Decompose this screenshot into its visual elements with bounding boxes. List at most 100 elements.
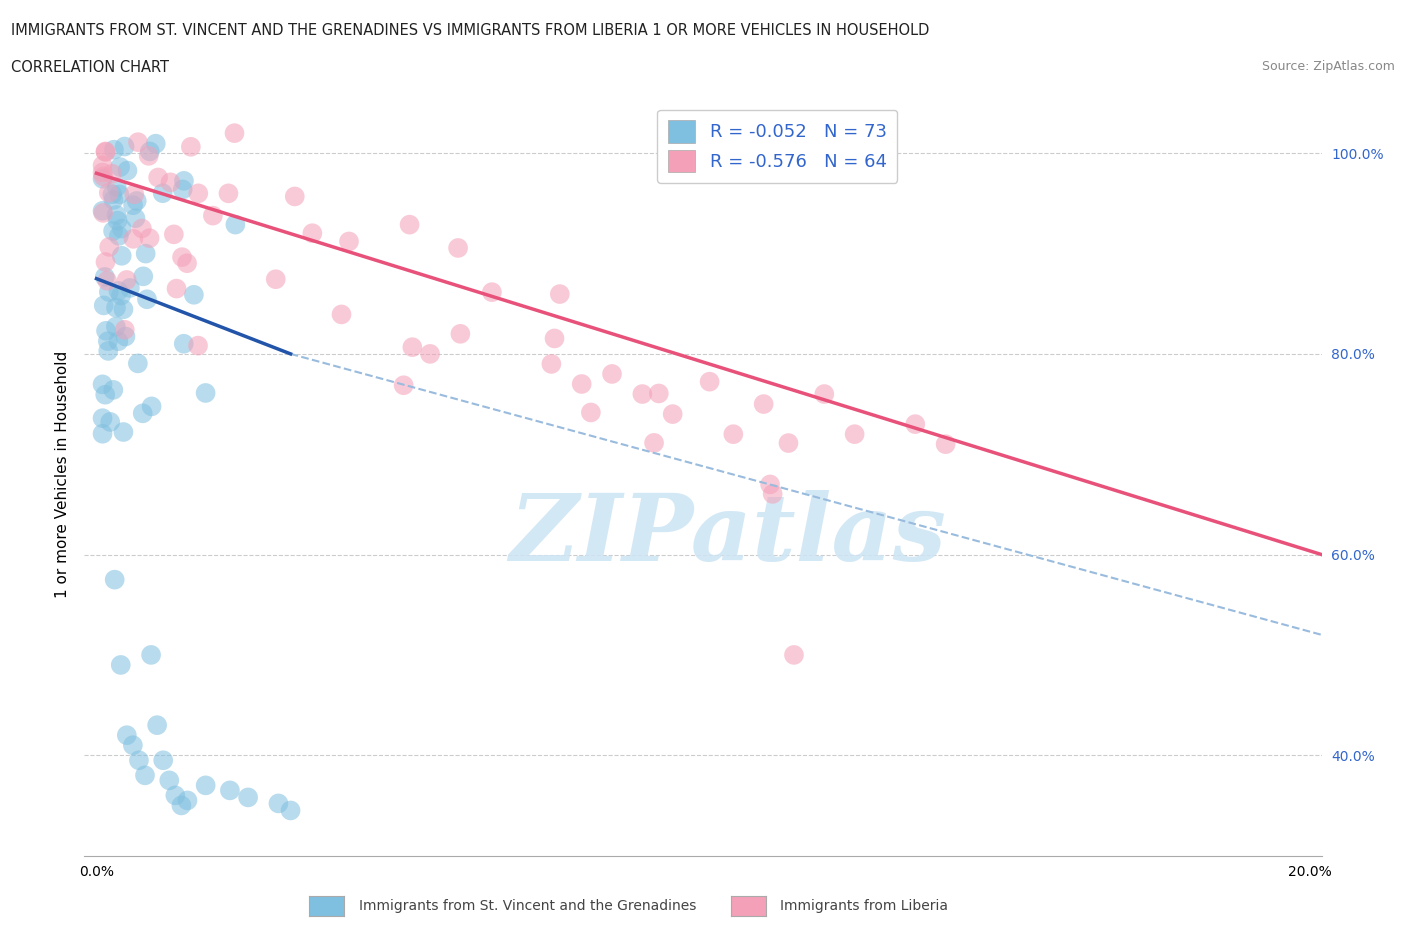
Point [194,777,217,792]
Point [447,241,470,256]
Point [97,185,120,200]
Point [217,186,239,201]
Point [165,788,187,803]
Point [600,366,623,381]
Point [762,486,785,501]
Text: ZIPatlas: ZIPatlas [509,490,946,580]
Point [107,334,129,349]
Point [778,435,800,450]
Point [813,387,835,402]
Point [112,302,135,317]
Point [267,796,290,811]
Text: IMMIGRANTS FROM ST. VINCENT AND THE GRENADINES VS IMMIGRANTS FROM LIBERIA 1 OR M: IMMIGRANTS FROM ST. VINCENT AND THE GREN… [11,23,929,38]
Point [548,286,571,301]
Legend: R = -0.052   N = 73, R = -0.576   N = 64: R = -0.052 N = 73, R = -0.576 N = 64 [657,110,897,182]
Point [187,339,209,353]
Point [101,223,124,238]
Point [94,270,117,285]
Point [783,647,806,662]
Point [146,718,169,733]
Point [224,218,246,232]
Point [94,387,117,402]
Point [97,343,120,358]
Point [571,377,593,392]
Point [136,292,159,307]
Point [127,356,149,371]
Point [139,144,162,159]
Point [97,285,120,299]
Point [449,326,471,341]
Y-axis label: 1 or more Vehicles in Household: 1 or more Vehicles in Household [55,351,70,598]
Point [111,221,134,236]
Point [163,227,186,242]
Point [201,208,224,223]
Point [401,339,423,354]
Point [139,647,162,662]
Point [91,426,114,441]
Point [579,405,602,419]
Point [759,477,782,492]
Point [96,273,118,288]
Point [108,229,131,244]
Point [180,140,202,154]
Point [166,281,188,296]
Point [94,144,117,159]
Point [107,284,129,299]
Point [648,386,671,401]
Point [97,334,120,349]
Point [392,378,415,392]
Point [122,232,145,246]
Point [93,169,115,184]
Point [98,240,121,255]
Point [172,182,194,197]
Point [337,234,360,249]
Point [631,387,654,402]
Point [110,288,132,303]
Point [91,204,114,219]
Point [131,221,153,236]
Point [157,773,180,788]
Point [170,798,193,813]
Point [219,783,242,798]
Point [91,377,114,392]
Point [98,415,121,430]
Point [104,572,127,587]
Point [134,768,156,783]
Point [132,405,155,420]
Point [94,324,117,339]
Point [301,226,323,241]
Point [176,793,198,808]
Point [124,187,146,202]
Point [91,171,114,186]
Point [643,435,665,450]
Point [152,186,174,201]
Point [330,307,353,322]
Point [115,728,138,743]
Point [173,337,195,352]
Point [138,149,160,164]
Point [183,287,205,302]
Text: Immigrants from Liberia: Immigrants from Liberia [780,898,948,913]
Point [141,399,163,414]
Point [194,386,217,401]
Point [128,753,150,768]
Point [111,248,134,263]
Point [103,382,125,397]
Point [94,144,117,159]
Point [118,281,141,296]
Point [224,126,246,140]
Point [101,187,124,202]
Point [105,179,128,194]
Point [135,246,157,261]
Point [103,142,125,157]
Point [540,356,562,371]
Point [127,135,149,150]
Point [91,158,114,173]
Text: Immigrants from St. Vincent and the Grenadines: Immigrants from St. Vincent and the Gren… [359,898,696,913]
Point [132,269,155,284]
Point [904,417,927,432]
Point [935,437,957,452]
Point [110,658,132,672]
Point [187,186,209,201]
Point [159,175,181,190]
